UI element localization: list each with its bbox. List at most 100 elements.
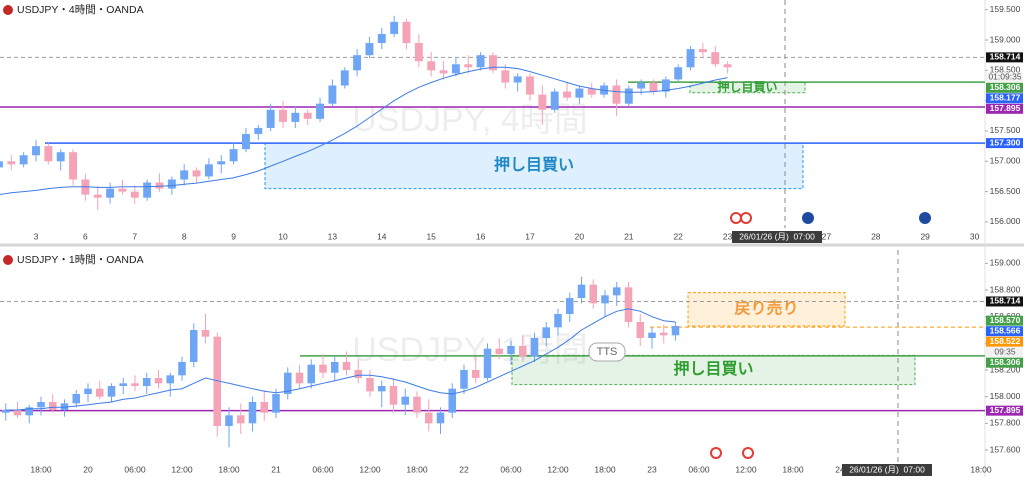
y-tick-label: 158.200: [990, 364, 1021, 374]
candle-body: [436, 412, 445, 424]
event-flag[interactable]: [802, 212, 814, 224]
candle-body: [180, 170, 189, 180]
candle-body: [414, 43, 423, 62]
candle-body: [501, 70, 510, 83]
candle-body: [107, 386, 116, 397]
level-label-bg: [986, 357, 1023, 368]
candle-body: [189, 330, 198, 362]
y-tick-label: 157.500: [990, 125, 1021, 135]
event-icon[interactable]: [710, 447, 722, 459]
candle-body: [589, 284, 598, 304]
candle-body: [353, 55, 362, 71]
x-tick-label: 18:00: [406, 464, 428, 474]
x-tick-label: 18:00: [594, 464, 616, 474]
candle-body: [225, 415, 233, 426]
candle-body: [460, 370, 468, 389]
y-tick-label: 158.000: [990, 391, 1021, 401]
candle-body: [542, 327, 551, 338]
event-icon[interactable]: [742, 447, 754, 459]
candle-body: [518, 346, 527, 357]
x-tick-label: 30: [970, 231, 980, 241]
y-tick-label: 156.500: [990, 186, 1021, 196]
candle-body: [56, 152, 65, 162]
level-label-bg: [986, 52, 1023, 63]
event-icon[interactable]: [740, 212, 752, 224]
x-tick-label: 12:00: [735, 464, 757, 474]
zone-label: 押し目買い: [494, 155, 574, 174]
symbol-icon: [3, 5, 13, 15]
candle-body: [283, 372, 292, 394]
x-tick-label: 21: [624, 231, 634, 241]
candle-body: [427, 61, 436, 71]
candle-body: [266, 109, 275, 128]
candle-body: [464, 64, 473, 68]
candle-body: [624, 287, 633, 322]
candle-body: [563, 91, 572, 98]
date-label-bg: [732, 231, 822, 243]
candle-body: [307, 364, 316, 384]
y-tick-label: 156.000: [990, 216, 1021, 226]
y-tick-label: 157.000: [990, 156, 1021, 166]
candle-body: [488, 55, 497, 71]
level-label: 158.570: [990, 315, 1021, 325]
x-tick-label: 7: [132, 231, 137, 241]
candle-body: [260, 402, 269, 413]
x-tick-label: 16: [476, 231, 486, 241]
x-tick-label: 17: [525, 231, 535, 241]
zone-box: [511, 354, 916, 386]
event-flag[interactable]: [919, 212, 931, 224]
candle-body: [390, 21, 399, 34]
level-label: 158.522: [990, 336, 1021, 346]
candle-body: [659, 332, 668, 336]
candle-body: [119, 383, 128, 386]
x-tick-label: 23: [647, 464, 657, 474]
x-tick-label: 26/01/26 (月) 07:00: [739, 231, 815, 241]
y-tick-label: 159.500: [990, 4, 1021, 14]
x-tick-label: 20: [83, 464, 93, 474]
candle-body: [32, 146, 40, 156]
candle-body: [25, 407, 34, 416]
candle-body: [204, 164, 213, 177]
candle-body: [530, 338, 539, 357]
chart-title: USDJPY・4時間・OANDA: [17, 4, 144, 16]
candle-body: [601, 295, 609, 304]
x-tick-label: 9: [231, 231, 236, 241]
candle-body: [413, 396, 421, 413]
candle-body: [229, 149, 238, 162]
x-tick-label: 12:00: [547, 464, 569, 474]
candle-body: [319, 364, 327, 373]
zone-label: 押し目買い: [673, 359, 753, 378]
candle-body: [550, 91, 559, 110]
level-label-bg: [986, 82, 1023, 93]
level-label: 158.306: [990, 82, 1021, 92]
candle-body: [648, 332, 656, 338]
candle-body: [166, 375, 175, 384]
x-tick-label: 28: [871, 231, 881, 241]
candle-body: [60, 403, 69, 410]
candle-body: [674, 67, 683, 80]
x-tick-label: 8: [182, 231, 187, 241]
candle-body: [637, 82, 646, 89]
candle-body: [130, 191, 139, 198]
candle-body: [439, 70, 448, 74]
countdown-bg: [986, 347, 1023, 358]
y-tick-label: 157.600: [990, 444, 1021, 454]
candle-body: [587, 88, 596, 95]
candle-body: [118, 188, 127, 192]
y-tick-label: 159.000: [990, 258, 1021, 268]
candle-body: [48, 402, 57, 410]
candle-body: [142, 378, 151, 386]
level-label-bg: [986, 405, 1023, 416]
level-label: 157.300: [990, 137, 1021, 147]
candle-body: [366, 378, 374, 392]
candle-body: [340, 70, 349, 86]
candle-body: [241, 134, 250, 150]
candle-body: [213, 336, 222, 426]
candle-body: [316, 103, 325, 119]
candle-body: [575, 88, 584, 98]
x-tick-label: 21: [271, 464, 281, 474]
candle-body: [272, 394, 280, 413]
level-label: 158.177: [990, 93, 1021, 103]
annotation: TTS: [597, 346, 618, 358]
